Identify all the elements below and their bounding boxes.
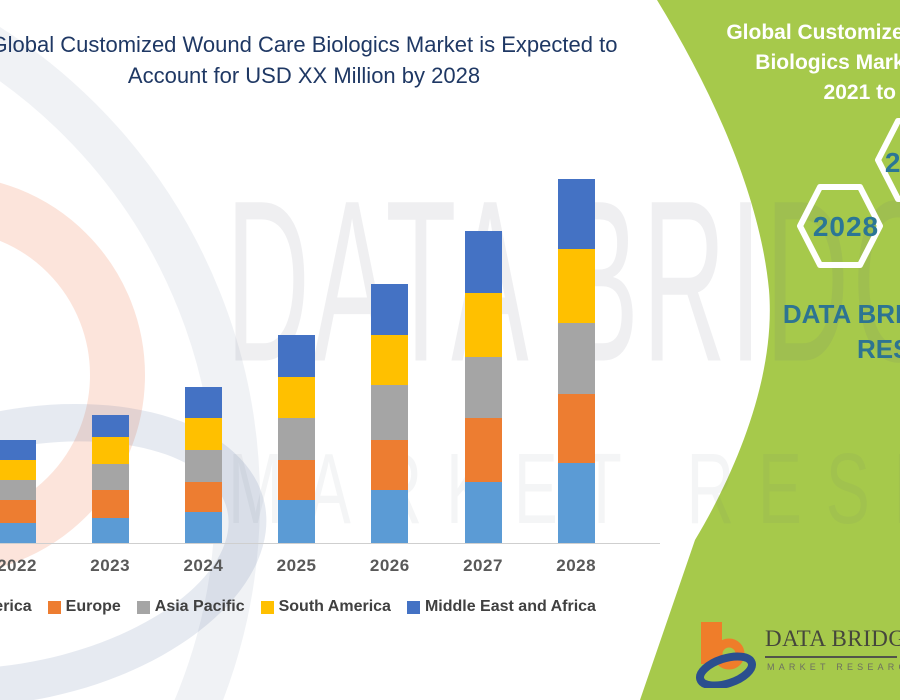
bar-segment-europe-2024 <box>184 482 222 512</box>
legend-item-south-america: South America <box>260 598 391 616</box>
x-axis-label-2025: 2025 <box>276 556 317 575</box>
logo-name-text: DATA BRIDGE <box>765 626 900 651</box>
bar-segment-middle-east-and-africa-2022 <box>0 440 36 460</box>
bar-segment-europe-2027 <box>464 418 502 482</box>
legend-item-north-america: North America <box>0 598 32 616</box>
legend-item-asia-pacific: Asia Pacific <box>136 598 245 616</box>
bar-segment-middle-east-and-africa-2024 <box>184 387 222 418</box>
chart-title: Global Customized Wound Care Biologics M… <box>0 29 639 91</box>
bar-segment-north-america-2027 <box>464 482 502 543</box>
x-axis-label-2023: 2023 <box>90 556 131 575</box>
bar-segment-south-america-2023 <box>91 437 129 464</box>
bar-segment-europe-2022 <box>0 500 36 523</box>
legend-swatch-icon <box>136 600 150 614</box>
bar-segment-north-america-2024 <box>184 512 222 543</box>
legend-item-europe: Europe <box>47 598 121 616</box>
bar-segment-south-america-2026 <box>371 335 409 385</box>
x-axis-label-2024: 2024 <box>183 556 224 575</box>
bar-segment-north-america-2025 <box>278 500 316 543</box>
side-panel-brand-text: DATA BRIDGE MARKET RESEARCH <box>630 297 900 367</box>
bar-segment-north-america-2023 <box>91 518 129 543</box>
green-side-panel-shape <box>640 0 900 700</box>
chart-legend: North America Europe Asia Pacific South Ame… <box>0 598 596 616</box>
bar-segment-asia-pacific-2026 <box>371 385 409 440</box>
side-panel-heading-line3: 2021 to 2028 <box>823 81 900 104</box>
bar-segment-asia-pacific-2022 <box>0 480 36 500</box>
bar-segment-north-america-2026 <box>371 490 409 543</box>
legend-label: Europe <box>65 598 121 615</box>
hexagon-2021-label: 2021 <box>884 147 900 178</box>
legend-swatch-icon <box>406 600 420 614</box>
bar-segment-europe-2026 <box>371 440 409 490</box>
legend-item-middle-east-and-africa: Middle East and Africa <box>406 598 596 616</box>
bar-segment-middle-east-and-africa-2028 <box>557 179 595 249</box>
legend-label: South America <box>278 598 391 615</box>
bar-segment-north-america-2022 <box>0 523 36 543</box>
legend-label: Asia Pacific <box>154 598 245 615</box>
bar-segment-middle-east-and-africa-2026 <box>371 284 409 335</box>
hexagon-2021-outline <box>875 118 900 202</box>
bar-segment-north-america-2028 <box>557 463 595 543</box>
data-bridge-logo: DATA BRIDGE MARKET RESEARCH <box>693 612 900 694</box>
bar-segment-europe-2023 <box>91 490 129 518</box>
bar-segment-middle-east-and-africa-2023 <box>91 415 129 437</box>
legend-label: Middle East and Africa <box>424 598 596 615</box>
bar-segment-south-america-2025 <box>278 377 316 418</box>
x-axis-label-2027: 2027 <box>463 556 503 575</box>
side-panel-brand-line1: DATA BRIDGE MARKET <box>782 299 900 329</box>
chart-title-line2: Account for USD XX Million by 2028 <box>127 63 481 88</box>
x-axis-label-2028: 2028 <box>556 556 597 575</box>
bar-segment-south-america-2028 <box>557 249 595 323</box>
bar-segment-south-america-2022 <box>0 460 36 480</box>
side-panel-heading: Global Customized Wound Care Biologics M… <box>586 18 900 108</box>
logo-divider <box>765 656 897 658</box>
bar-segment-south-america-2024 <box>184 418 222 450</box>
hexagon-2028-outline <box>797 184 883 268</box>
bar-segment-middle-east-and-africa-2027 <box>464 231 502 293</box>
side-panel-heading-line2: Biologics Market Forecast <box>755 51 900 74</box>
bar-segment-middle-east-and-africa-2025 <box>278 335 316 377</box>
bar-segment-europe-2028 <box>557 394 595 463</box>
x-axis-label-2022: 2022 <box>0 556 37 575</box>
bar-segment-asia-pacific-2023 <box>91 464 129 490</box>
hexagon-2028-label: 2028 <box>812 211 880 242</box>
bar-segment-asia-pacific-2027 <box>464 357 502 418</box>
x-axis-line <box>0 543 660 544</box>
bar-segment-asia-pacific-2024 <box>184 450 222 482</box>
legend-swatch-icon <box>47 600 61 614</box>
legend-swatch-icon <box>260 600 274 614</box>
side-panel-heading-line1: Global Customized Wound Care <box>726 21 900 44</box>
x-axis-label-2026: 2026 <box>369 556 410 575</box>
chart-title-line1: Global Customized Wound Care Biologics M… <box>0 32 618 57</box>
bar-segment-asia-pacific-2025 <box>278 418 316 460</box>
bar-segment-asia-pacific-2028 <box>557 323 595 394</box>
bar-segment-europe-2025 <box>278 460 316 500</box>
legend-label: North America <box>0 598 32 615</box>
data-bridge-logo-mark-icon <box>696 622 756 688</box>
side-panel-brand-line2: RESEARCH <box>857 334 900 364</box>
logo-subtitle-text: MARKET RESEARCH <box>767 662 900 672</box>
bar-segment-south-america-2027 <box>464 293 502 357</box>
